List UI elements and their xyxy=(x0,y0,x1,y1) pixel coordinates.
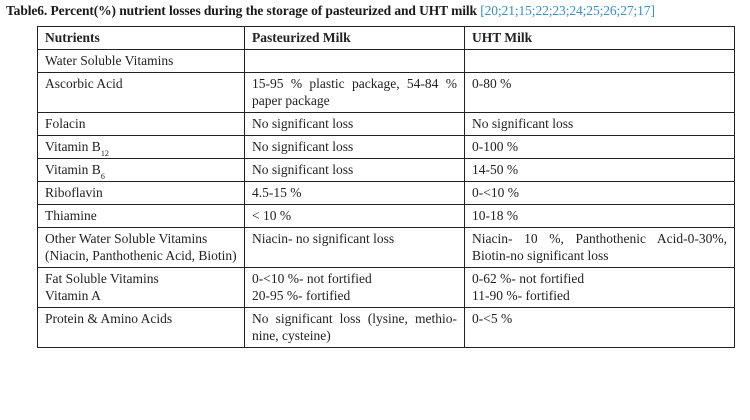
table-row: Protein & Amino Acids No significant los… xyxy=(37,307,735,348)
uht-cell: 14-50 % xyxy=(464,158,735,182)
uht-cell: 0-<5 % xyxy=(464,307,735,348)
pasteurized-cell: 4.5-15 % xyxy=(244,181,465,205)
nutrient-line: Fat Soluble Vitamins xyxy=(45,271,159,286)
uht-cell xyxy=(464,49,735,73)
caption-title: Percent(%) nutrient losses during the st… xyxy=(50,3,477,18)
uht-cell: 0-<10 % xyxy=(464,181,735,205)
value-line: 0-<10 %- not fortified xyxy=(252,271,372,286)
header-uht: UHT Milk xyxy=(464,26,735,50)
nutrient-subscript: 12 xyxy=(100,149,109,158)
nutrient-subscript: 6 xyxy=(100,172,105,181)
value-line: 0-62 %- not fortified xyxy=(472,271,585,286)
nutrient-cell: Fat Soluble Vitamins Vitamin A xyxy=(37,267,245,308)
uht-cell: 0-80 % xyxy=(464,72,735,113)
nutrient-line: Vitamin A xyxy=(45,288,101,303)
caption-references[interactable]: [20;21;15;22;23;24;25;26;27;17] xyxy=(480,3,655,18)
pasteurized-cell: No significant loss (lysine, methio-nine… xyxy=(244,307,465,348)
pasteurized-cell: 0-<10 %- not fortified 20-95 %- fortified xyxy=(244,267,465,308)
table-row: Ascorbic Acid 15-95 % plastic package, 5… xyxy=(37,72,735,113)
nutrient-cell: Protein & Amino Acids xyxy=(37,307,245,348)
nutrient-cell: Water Soluble Vitamins xyxy=(37,49,245,73)
table-row: Vitamin B12 No significant loss 0-100 % xyxy=(37,135,735,159)
pasteurized-cell xyxy=(244,49,465,73)
uht-cell: No significant loss xyxy=(464,112,735,136)
nutrient-cell: Ascorbic Acid xyxy=(37,72,245,113)
header-pasteurized: Pasteurized Milk xyxy=(244,26,465,50)
nutrient-cell: Thiamine xyxy=(37,204,245,228)
caption-label: Table6. xyxy=(6,3,48,18)
pasteurized-cell: Niacin- no significant loss xyxy=(244,227,465,268)
table-row: Water Soluble Vitamins xyxy=(37,49,735,73)
table-row: Thiamine < 10 % 10-18 % xyxy=(37,204,735,228)
nutrient-name: Vitamin B xyxy=(45,162,101,177)
nutrient-cell: Other Water Soluble Vitamins (Niacin, Pa… xyxy=(37,227,245,268)
header-nutrients: Nutrients xyxy=(37,26,245,50)
nutrient-cell: Vitamin B6 xyxy=(37,158,245,182)
value-line: 11-90 %- fortified xyxy=(472,288,570,303)
table-caption: Table6. Percent(%) nutrient losses durin… xyxy=(6,3,750,19)
nutrient-loss-table: Nutrients Pasteurized Milk UHT Milk Wate… xyxy=(37,26,735,348)
nutrient-name: Vitamin B xyxy=(45,139,101,154)
table-row: Other Water Soluble Vitamins (Niacin, Pa… xyxy=(37,227,735,268)
nutrient-cell: Folacin xyxy=(37,112,245,136)
pasteurized-cell: No significant loss xyxy=(244,158,465,182)
nutrient-cell: Riboflavin xyxy=(37,181,245,205)
value-line: 20-95 %- fortified xyxy=(252,288,351,303)
table-row: Fat Soluble Vitamins Vitamin A 0-<10 %- n… xyxy=(37,267,735,308)
nutrient-cell: Vitamin B12 xyxy=(37,135,245,159)
pasteurized-cell: No significant loss xyxy=(244,135,465,159)
table-row: Folacin No significant loss No significa… xyxy=(37,112,735,136)
uht-cell: 0-62 %- not fortified 11-90 %- fortified xyxy=(464,267,735,308)
header-row: Nutrients Pasteurized Milk UHT Milk xyxy=(37,26,735,50)
pasteurized-cell: < 10 % xyxy=(244,204,465,228)
table-row: Riboflavin 4.5-15 % 0-<10 % xyxy=(37,181,735,205)
table-row: Vitamin B6 No significant loss 14-50 % xyxy=(37,158,735,182)
pasteurized-cell: 15-95 % plastic package, 54-84 % paper p… xyxy=(244,72,465,113)
uht-cell: 0-100 % xyxy=(464,135,735,159)
pasteurized-cell: No significant loss xyxy=(244,112,465,136)
uht-cell: 10-18 % xyxy=(464,204,735,228)
uht-cell: Niacin- 10 %, Panthothenic Acid-0-30%, B… xyxy=(464,227,735,268)
